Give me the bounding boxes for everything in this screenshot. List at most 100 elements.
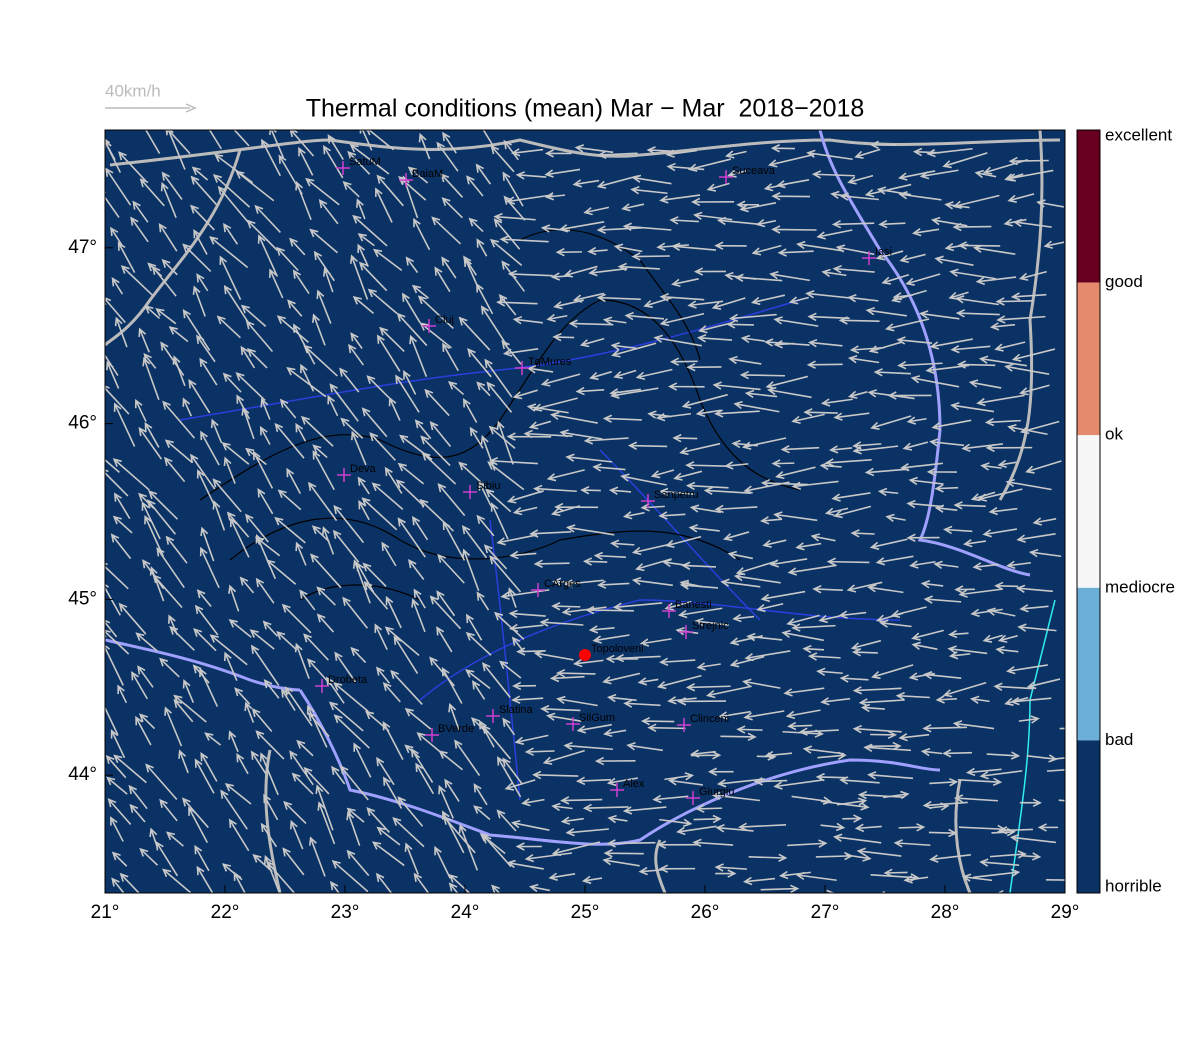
wind-arrow: [309, 836, 326, 877]
wind-arrow: [712, 381, 761, 391]
wind-arrow: [512, 389, 538, 400]
wind-arrow: [473, 783, 488, 806]
wind-arrow: [397, 462, 425, 485]
wind-arrow: [182, 397, 193, 417]
wind-arrow: [681, 561, 717, 570]
wind-arrow: [383, 776, 403, 809]
wind-arrow: [194, 604, 219, 636]
city-label: Sibiu: [476, 480, 500, 492]
wind-arrow: [995, 645, 1019, 655]
wind-arrow: [434, 266, 451, 293]
wind-arrow: [253, 450, 274, 489]
wind-arrow: [923, 595, 962, 604]
wind-arrow: [685, 461, 729, 470]
wind-arrow: [760, 590, 806, 603]
wind-arrow: [988, 506, 1018, 516]
wind-arrow: [375, 666, 391, 684]
wind-arrow: [500, 589, 550, 600]
city-marker: [719, 170, 733, 184]
wind-arrow: [751, 244, 782, 256]
wind-arrow: [893, 839, 931, 848]
wind-arrow: [510, 148, 544, 157]
wind-arrow: [442, 342, 459, 372]
wind-arrow: [714, 863, 747, 872]
wind-arrow: [196, 334, 216, 363]
city-marker: [862, 251, 876, 265]
wind-arrow: [1007, 193, 1035, 203]
city-label: CArges: [544, 578, 581, 590]
wind-arrow: [493, 218, 521, 250]
wind-arrow: [437, 483, 466, 517]
wind-arrow: [896, 336, 933, 345]
wind-arrow: [481, 662, 511, 698]
city-marker: [425, 728, 439, 742]
wind-arrow: [1008, 156, 1049, 166]
wind-arrow: [551, 802, 573, 812]
wind-arrow: [476, 591, 490, 611]
wind-arrow: [532, 770, 579, 780]
wind-arrow: [845, 853, 872, 862]
wind-arrow: [610, 387, 659, 399]
wind-arrow: [738, 822, 787, 831]
wind-arrow: [105, 167, 132, 206]
wind-arrow: [250, 644, 280, 686]
wind-arrow: [736, 200, 760, 209]
wind-arrow: [744, 650, 791, 662]
wind-arrow: [322, 144, 344, 179]
x-tick-label: 24°: [451, 902, 480, 923]
wind-arrow: [646, 146, 674, 155]
wind-arrow: [902, 892, 905, 893]
wind-arrow: [105, 629, 130, 655]
wind-arrow: [395, 374, 420, 413]
wind-arrow: [240, 304, 267, 327]
wind-arrow: [687, 300, 724, 309]
wind-arrow: [295, 541, 307, 566]
wind-arrow: [105, 754, 127, 779]
wind-arrow: [295, 422, 307, 442]
wind-arrow: [839, 776, 880, 785]
wind-arrow: [658, 511, 686, 520]
wind-arrow: [277, 489, 302, 511]
wind-arrow: [366, 375, 390, 399]
wind-arrow: [876, 186, 912, 196]
wind-arrow: [508, 623, 544, 633]
wind-arrow: [128, 784, 148, 810]
wind-arrow: [465, 613, 483, 641]
city-marker: [566, 717, 580, 731]
wind-arrow: [106, 776, 128, 795]
wind-arrow: [714, 241, 747, 250]
wind-arrow: [791, 795, 833, 805]
wind-arrow: [1006, 664, 1048, 675]
wind-arrow: [138, 327, 150, 353]
wind-arrow: [442, 520, 466, 561]
wind-arrow: [502, 757, 524, 785]
wind-arrow: [671, 278, 699, 288]
wind-arrow: [920, 747, 943, 757]
wind-arrow: [831, 220, 875, 229]
wind-arrow: [805, 289, 851, 299]
wind-arrow: [581, 875, 603, 885]
wind-arrow: [558, 220, 605, 233]
wind-arrow: [820, 697, 851, 706]
wind-arrow: [926, 467, 957, 477]
wind-arrow: [957, 777, 1003, 787]
wind-arrow: [826, 889, 836, 893]
wind-arrow: [315, 784, 334, 831]
wind-arrow: [169, 625, 195, 651]
wind-arrow: [533, 650, 574, 661]
wind-arrow: [950, 402, 995, 413]
wind-arrow: [381, 541, 397, 567]
wind-arrow: [982, 634, 1003, 643]
wind-arrow: [190, 175, 217, 206]
wind-arrow: [532, 397, 578, 412]
wind-arrow: [151, 265, 177, 297]
wind-arrow: [228, 584, 240, 612]
wind-arrow: [144, 130, 161, 154]
wind-arrow: [903, 875, 929, 884]
wind-arrow: [677, 607, 723, 619]
city-marker: [686, 791, 700, 805]
wind-arrow: [229, 517, 250, 558]
wind-arrow: [376, 756, 395, 786]
wind-arrow: [421, 451, 457, 485]
wind-arrow: [602, 414, 642, 423]
